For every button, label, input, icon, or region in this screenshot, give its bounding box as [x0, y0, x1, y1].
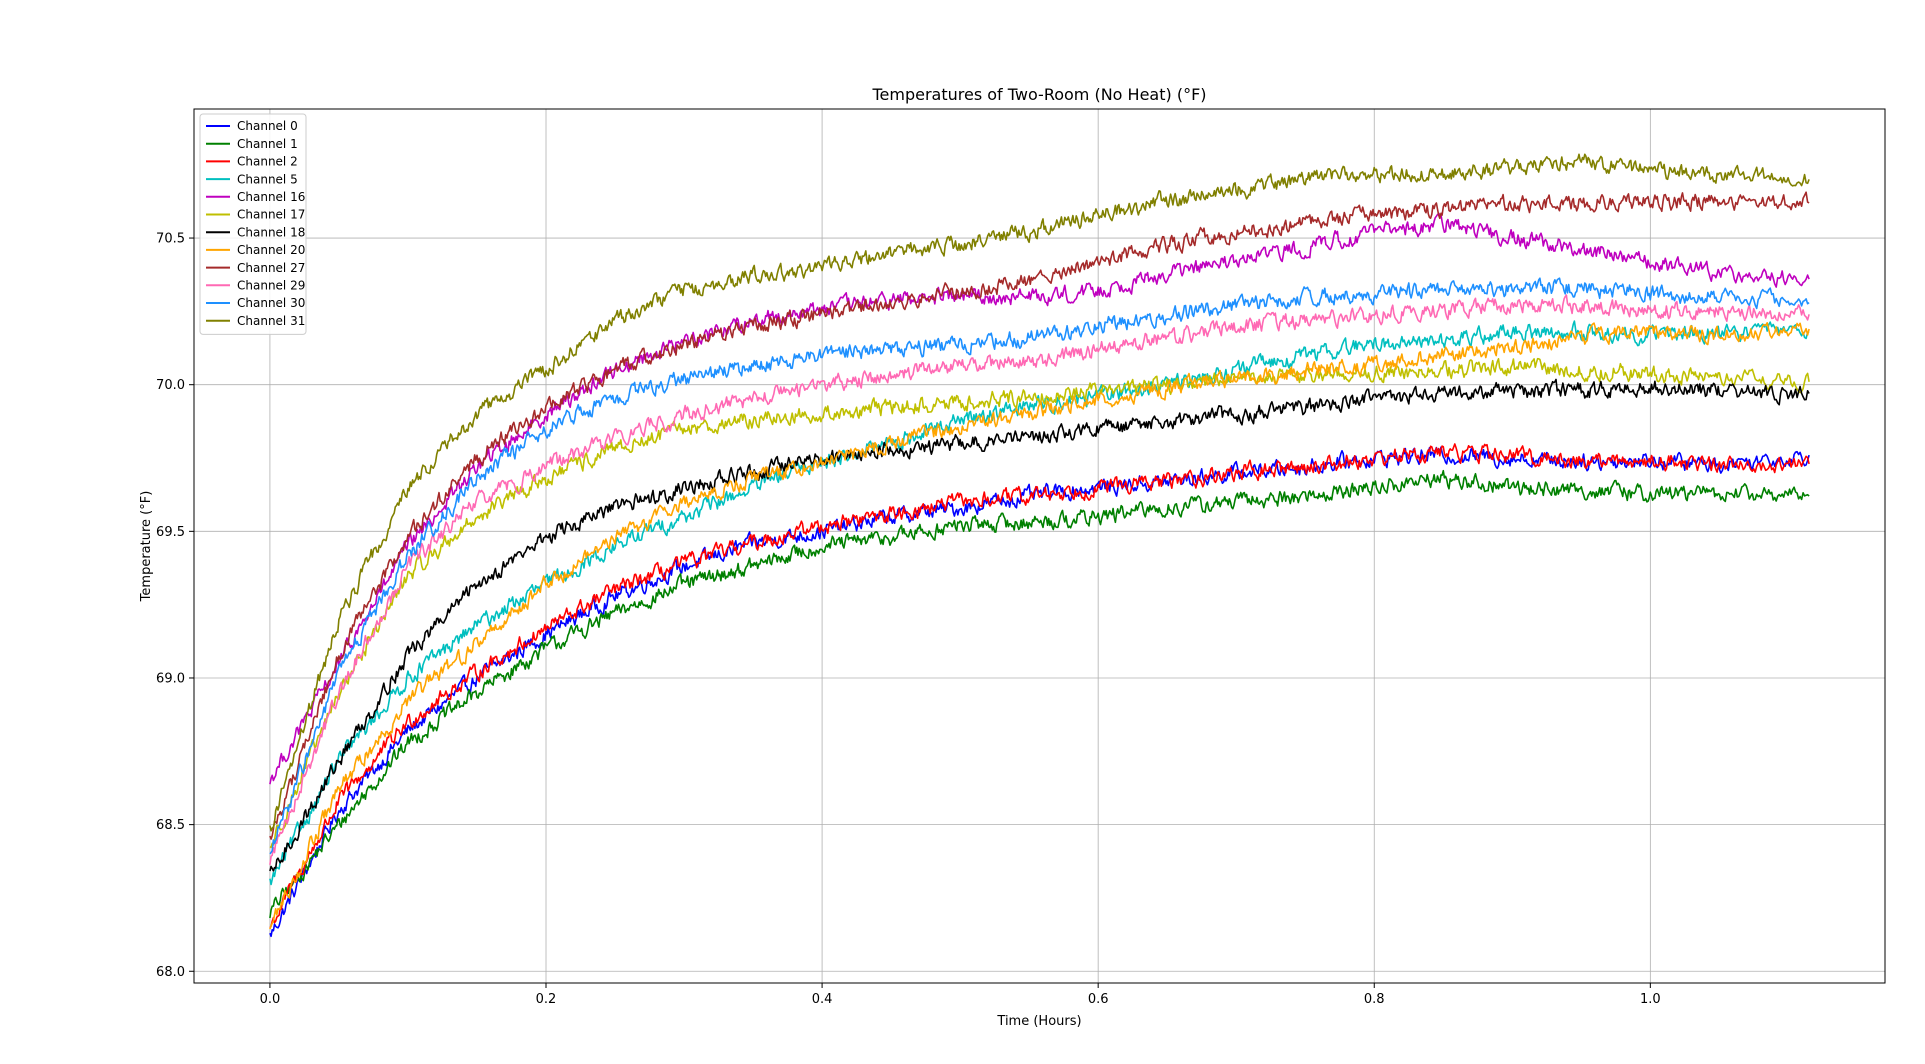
- legend-label: Channel 1: [237, 137, 298, 151]
- y-tick-label: 68.0: [156, 965, 185, 980]
- plot-frame: [193, 108, 1886, 984]
- series-line-channel-29: [269, 294, 1810, 865]
- y-axis-title: Temperature (°F): [139, 491, 154, 603]
- x-tick-label: 1.0: [1640, 992, 1661, 1007]
- x-tick-label: 0.4: [812, 992, 833, 1007]
- y-tick-label: 70.0: [156, 378, 185, 393]
- series-line-channel-18: [269, 378, 1810, 872]
- series-line-channel-1: [269, 469, 1810, 919]
- series-line-channel-30: [269, 277, 1810, 855]
- x-axis-title: Time (Hours): [996, 1014, 1081, 1029]
- series-line-channel-31: [269, 153, 1810, 832]
- series-line-channel-16: [269, 212, 1810, 785]
- y-tick-label: 69.5: [156, 525, 185, 540]
- grid-lines: [194, 109, 1885, 983]
- series-line-channel-17: [269, 357, 1810, 849]
- legend-label: Channel 5: [237, 172, 298, 186]
- x-tick-label: 0.8: [1364, 992, 1385, 1007]
- axis-ticks: 0.0 0.2 0.4 0.6 0.8 1.0 68.0 68.5 69.0 69.5 70.0 70…: [156, 232, 1661, 1007]
- legend-label: Channel 0: [237, 119, 298, 133]
- series-line-channel-0: [269, 446, 1810, 938]
- y-tick-label: 69.0: [156, 671, 185, 686]
- legend-label: Channel 20: [237, 243, 305, 257]
- series-line-channel-2: [269, 443, 1810, 929]
- series-line-channel-20: [269, 321, 1810, 930]
- legend-label: Channel 18: [237, 225, 305, 239]
- legend: Channel 0 Channel 1 Channel 2 Channel 5 Chan…: [199, 113, 307, 335]
- chart-title: Temperatures of Two-Room (No Heat) (°F): [871, 85, 1206, 104]
- legend-label: Channel 17: [237, 208, 305, 222]
- legend-box: [199, 113, 307, 335]
- legend-label: Channel 2: [237, 155, 298, 169]
- legend-label: Channel 31: [237, 314, 305, 328]
- series-line-channel-27: [269, 191, 1810, 840]
- series-lines: [269, 153, 1810, 938]
- x-tick-label: 0.2: [536, 992, 557, 1007]
- x-tick-label: 0.0: [260, 992, 281, 1007]
- legend-label: Channel 16: [237, 190, 305, 204]
- legend-label: Channel 29: [237, 279, 305, 293]
- y-tick-label: 70.5: [156, 232, 185, 247]
- legend-label: Channel 27: [237, 261, 305, 275]
- y-tick-label: 68.5: [156, 818, 185, 833]
- x-tick-label: 0.6: [1088, 992, 1109, 1007]
- series-line-channel-5: [269, 320, 1810, 886]
- legend-label: Channel 30: [237, 296, 305, 310]
